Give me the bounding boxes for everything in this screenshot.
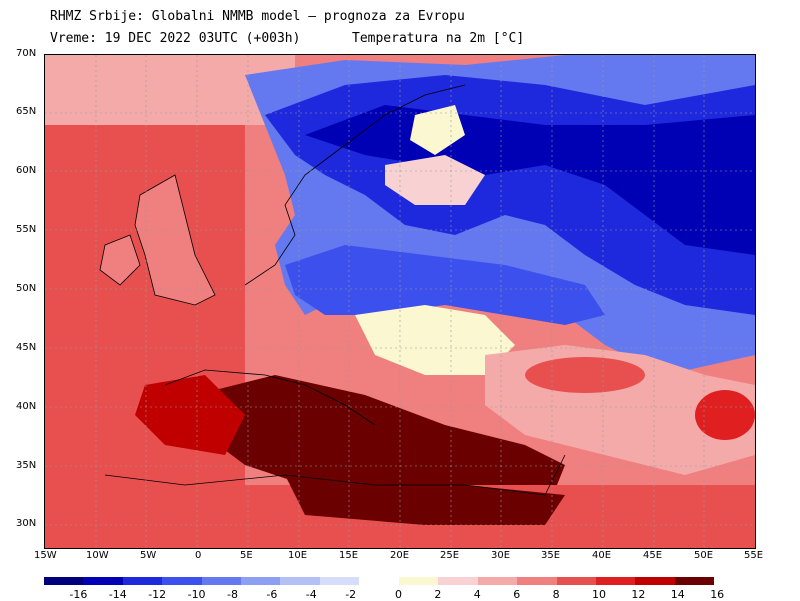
lat-label: 65N — [16, 106, 37, 117]
lon-label: 25E — [440, 550, 460, 561]
lon-label: 0 — [195, 550, 202, 561]
colorbar-segment — [44, 577, 84, 585]
gulf-bothnia-neutral — [410, 105, 465, 155]
lon-label: 10E — [288, 550, 308, 561]
lat-label: 60N — [16, 165, 37, 176]
caspian-warm — [695, 390, 755, 440]
colorbar-label: -10 — [187, 588, 206, 601]
lat-label: 35N — [16, 460, 37, 471]
black-sea-warm — [525, 357, 645, 393]
colorbar-label: 14 — [670, 588, 685, 601]
colorbar-label: 10 — [592, 588, 606, 601]
lon-label: 20E — [390, 550, 410, 561]
lat-label: 30N — [16, 518, 37, 529]
lat-label: 70N — [16, 48, 37, 59]
colorbar-label: -16 — [69, 588, 88, 601]
colorbar-label: -8 — [227, 588, 238, 601]
colorbar-segment — [319, 577, 360, 585]
colorbar-label: -12 — [148, 588, 167, 601]
lon-label: 45E — [643, 550, 663, 561]
colorbar-label: 4 — [473, 588, 481, 601]
norway-coastline — [244, 84, 466, 286]
colorbar-label: -6 — [266, 588, 278, 601]
lon-label: 50E — [694, 550, 714, 561]
ireland — [99, 234, 141, 286]
colorbar-segment — [280, 577, 320, 585]
lon-label: 5E — [240, 550, 253, 561]
lon-label: 55E — [744, 550, 764, 561]
lon-label: 15E — [339, 550, 359, 561]
variable-label: Temperatura na 2m [°C] — [352, 31, 525, 46]
map-canvas — [45, 55, 755, 548]
lon-label: 15W — [34, 550, 57, 561]
lon-label: 40E — [592, 550, 612, 561]
gulf-sidra-hot — [285, 475, 565, 525]
colorbar-label: -14 — [108, 588, 127, 601]
lon-label: 30E — [491, 550, 511, 561]
atlantic-field — [45, 55, 245, 548]
graticule — [45, 55, 755, 548]
great-britain — [134, 174, 216, 306]
colorbar-label: 12 — [631, 588, 646, 601]
lat-label: 50N — [16, 283, 37, 294]
iberia-coast-warm — [135, 375, 245, 455]
lat-label: 45N — [16, 342, 37, 353]
colorbar-segment — [596, 577, 636, 585]
lat-label: 55N — [16, 224, 37, 235]
southern-europe-coastline — [164, 369, 376, 426]
colorbar-label: -2 — [345, 588, 357, 601]
colorbar-label: 16 — [710, 588, 725, 601]
colorbar-segment — [674, 577, 715, 585]
colorbar-label: 8 — [552, 588, 560, 601]
north-africa-coastline — [104, 454, 566, 496]
forecast-time: Vreme: 19 DEC 2022 03UTC (+003h) — [50, 31, 301, 46]
colorbar-segment — [83, 577, 123, 585]
lat-label: 40N — [16, 401, 37, 412]
balkans-neutral — [355, 305, 515, 375]
colorbar-label: 0 — [395, 588, 402, 601]
mediterranean-hot — [195, 375, 565, 515]
colorbar-segment — [517, 577, 557, 585]
colorbar-segment — [477, 577, 518, 585]
colorbar-segment — [122, 577, 163, 585]
temperature-map — [44, 54, 756, 549]
colorbar-label: 6 — [513, 588, 521, 601]
colorbar-label: -4 — [305, 588, 317, 601]
colorbar-segment — [438, 577, 478, 585]
map-title: RHMZ Srbije: Globalni NMMB model — progn… — [50, 9, 465, 24]
colorbar-segment — [201, 577, 241, 585]
baltic-mild — [385, 155, 485, 205]
colorbar-segment — [635, 577, 675, 585]
colorbar-label: 2 — [434, 588, 442, 601]
lon-label: 10W — [86, 550, 109, 561]
colorbar-segment — [556, 577, 596, 585]
central-europe-cold — [285, 245, 605, 325]
lon-label: 35E — [541, 550, 561, 561]
colorbar-segment — [241, 577, 281, 585]
colorbar-segment — [162, 577, 202, 585]
colorbar-segment — [399, 577, 439, 585]
lon-label: 5W — [140, 550, 157, 561]
